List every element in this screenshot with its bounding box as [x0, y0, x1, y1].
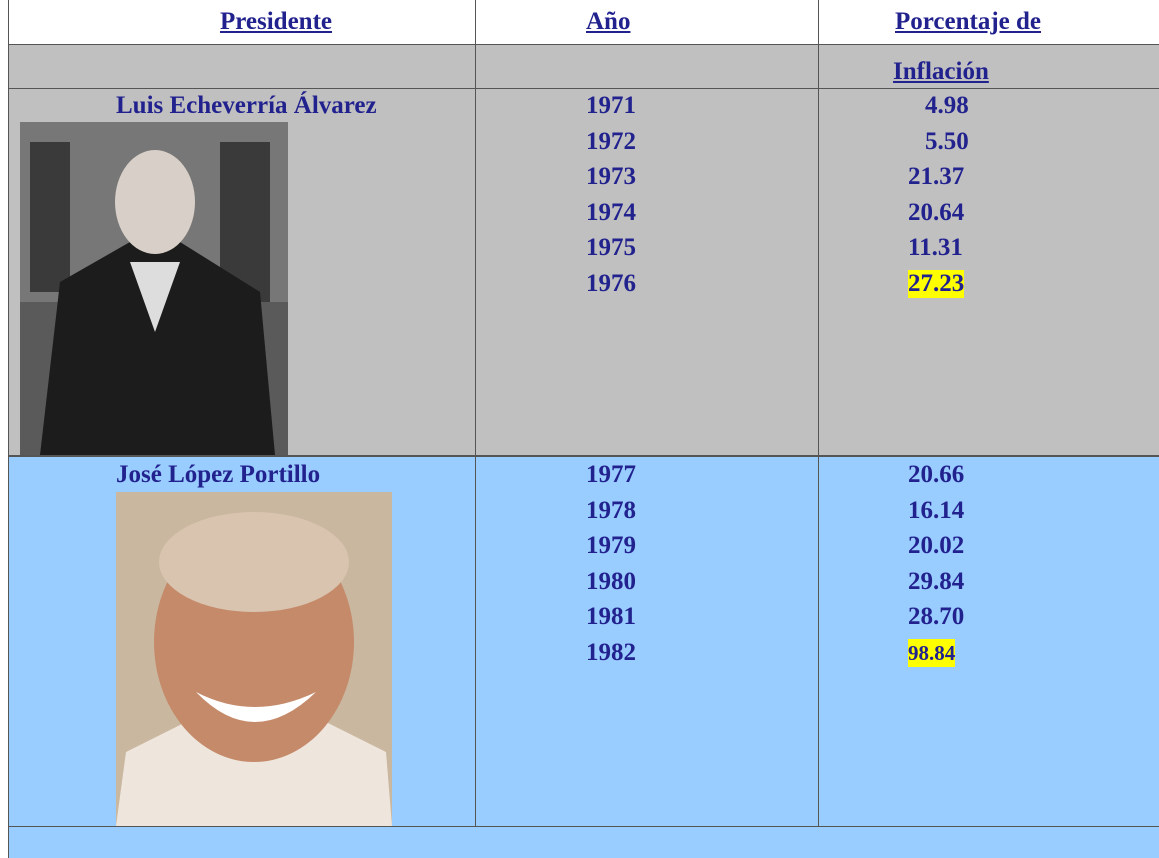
- border: [8, 826, 1159, 827]
- inflation: 29.84: [908, 564, 964, 599]
- inflation: 28.70: [908, 599, 964, 634]
- header: Inflación: [893, 54, 989, 89]
- header: Porcentaje de: [895, 4, 1041, 39]
- inflation: 20.64: [908, 195, 964, 230]
- year: 1976: [586, 266, 636, 301]
- header-text: Porcentaje de: [895, 8, 1041, 35]
- inflation: 20.02: [908, 528, 964, 563]
- year: 1971: [586, 88, 636, 123]
- president-name: José López Portillo: [116, 457, 320, 492]
- inflation: 5.50: [925, 124, 969, 159]
- border: [818, 0, 819, 826]
- page: Presidente Año Porcentaje de Inflación L…: [0, 0, 1159, 858]
- header: Presidente: [220, 4, 332, 39]
- year: 1974: [586, 195, 636, 230]
- photo: [20, 122, 288, 455]
- year: 1972: [586, 124, 636, 159]
- inflation: 20.66: [908, 457, 964, 492]
- header-text: Inflación: [893, 58, 989, 85]
- year: 1980: [586, 564, 636, 599]
- year: 1975: [586, 230, 636, 265]
- header: Año: [586, 4, 630, 39]
- year: 1981: [586, 599, 636, 634]
- president-name: Luis Echeverría Álvarez: [116, 88, 377, 123]
- photo: [116, 492, 392, 826]
- border: [8, 0, 9, 858]
- year: 1977: [586, 457, 636, 492]
- inflation: 98.84: [908, 639, 955, 667]
- border: [475, 0, 476, 826]
- inflation: 21.37: [908, 159, 964, 194]
- year: 1982: [586, 635, 636, 670]
- border: [8, 44, 1159, 45]
- inflation: 16.14: [908, 493, 964, 528]
- inflation: 27.23: [908, 270, 964, 298]
- year: 1973: [586, 159, 636, 194]
- inflation: 4.98: [925, 88, 969, 123]
- year: 1979: [586, 528, 636, 563]
- inflation: 11.31: [908, 230, 963, 265]
- year: 1978: [586, 493, 636, 528]
